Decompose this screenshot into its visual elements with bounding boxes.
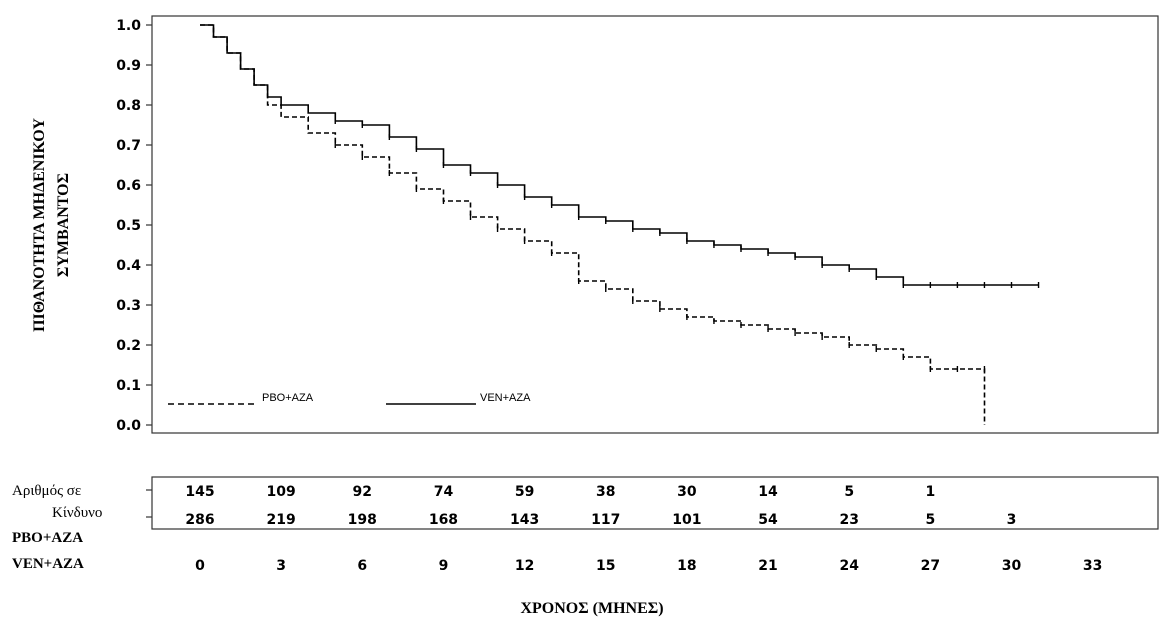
y-axis-title-line1: ΠΙΘΑΝΟΤΗΤΑ ΜΗΔΕΝΙΚΟΥ <box>31 118 48 332</box>
y-tick-label: 0.8 <box>116 98 141 114</box>
y-tick-label: 0.3 <box>116 298 141 314</box>
series-pbo-aza-curve <box>200 24 986 425</box>
x-tick-label: 3 <box>276 558 286 574</box>
risk-table-ticks <box>146 489 152 518</box>
series-layer <box>200 24 1040 425</box>
legend-pbo-label: PBO+AZA <box>262 392 314 404</box>
risk-value: 109 <box>267 484 296 500</box>
y-tick-label: 0.0 <box>116 418 141 434</box>
legend: PBO+AZA VEN+AZA <box>168 392 531 405</box>
risk-value: 74 <box>434 484 454 500</box>
risk-value: 5 <box>925 512 935 528</box>
risk-table-label-line1: Αριθμός σε <box>12 483 81 499</box>
risk-row-label-pbo: PBO+AZA <box>12 530 83 546</box>
y-axis-title-line2: ΣΥΜΒΑΝΤΟΣ <box>55 173 72 277</box>
risk-value: 1 <box>925 484 935 500</box>
risk-value: 219 <box>267 512 296 528</box>
y-axis-title: ΠΙΘΑΝΟΤΗΤΑ ΜΗΔΕΝΙΚΟΥ ΣΥΜΒΑΝΤΟΣ <box>31 118 72 332</box>
risk-value: 23 <box>839 512 858 528</box>
risk-value: 3 <box>1007 512 1017 528</box>
risk-value: 286 <box>185 512 214 528</box>
y-tick-label: 0.1 <box>116 378 141 394</box>
risk-value: 92 <box>353 484 372 500</box>
risk-value: 143 <box>510 512 539 528</box>
risk-value: 198 <box>348 512 377 528</box>
legend-ven-label: VEN+AZA <box>480 392 531 404</box>
x-tick-label: 9 <box>439 558 449 574</box>
risk-row-label-ven: VEN+AZA <box>12 556 84 572</box>
x-tick-label: 15 <box>596 558 615 574</box>
risk-value: 38 <box>596 484 615 500</box>
y-tick-label: 1.0 <box>116 18 141 34</box>
x-tick-label: 27 <box>921 558 940 574</box>
risk-table-label-line2: Κίνδυνο <box>52 505 102 521</box>
x-tick-label: 21 <box>758 558 777 574</box>
risk-value: 117 <box>591 512 620 528</box>
y-tick-label: 0.5 <box>116 218 141 234</box>
risk-value: 30 <box>677 484 697 500</box>
risk-value: 168 <box>429 512 458 528</box>
x-tick-label: 0 <box>195 558 205 574</box>
y-tick-label: 0.4 <box>116 258 141 274</box>
x-tick-label: 30 <box>1002 558 1022 574</box>
x-axis-ticks: 0 3 6 9 12 15 18 21 24 27 30 33 <box>195 558 1102 574</box>
y-tick-label: 0.7 <box>116 138 141 154</box>
y-axis-ticks: 0.0 0.1 0.2 0.3 0.4 0.5 0.6 0.7 0.8 0.9 1.0 <box>116 18 152 434</box>
x-tick-label: 33 <box>1083 558 1102 574</box>
x-axis-title: ΧΡΟΝΟΣ (ΜΗΝΕΣ) <box>520 600 663 617</box>
risk-value: 54 <box>758 512 778 528</box>
y-tick-label: 0.2 <box>116 338 141 354</box>
risk-value: 101 <box>672 512 701 528</box>
y-tick-label: 0.6 <box>116 178 141 194</box>
x-tick-label: 6 <box>357 558 367 574</box>
series-ven-aza-curve <box>200 24 1039 286</box>
y-tick-label: 0.9 <box>116 58 141 74</box>
risk-table-frame <box>151 476 1159 530</box>
x-tick-label: 24 <box>839 558 859 574</box>
x-tick-label: 18 <box>677 558 696 574</box>
x-tick-label: 12 <box>515 558 534 574</box>
risk-value: 59 <box>515 484 534 500</box>
risk-value: 145 <box>185 484 214 500</box>
risk-value: 5 <box>844 484 854 500</box>
risk-value: 14 <box>758 484 778 500</box>
plot-frame <box>151 15 1159 434</box>
